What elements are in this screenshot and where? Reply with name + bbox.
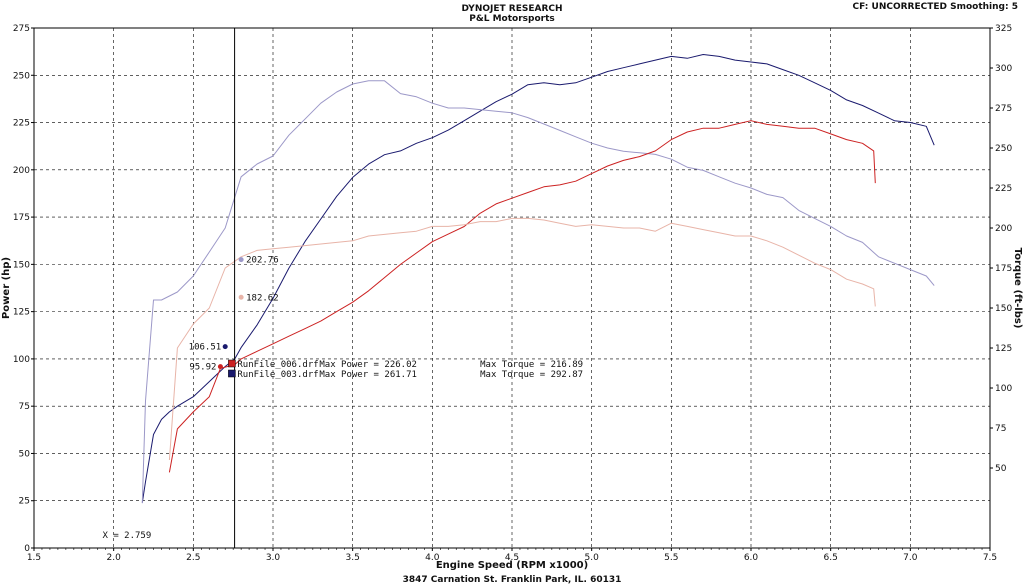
x-tick-label: 5.5	[664, 553, 678, 563]
chart-title: DYNOJET RESEARCH	[461, 4, 563, 14]
point-value-label: 182.62	[246, 293, 279, 303]
cursor-point-labels: 202.76 182.62 106.51 95.92	[189, 256, 279, 373]
point-value-label: 95.92	[189, 363, 216, 373]
y-tick-label: 275	[13, 24, 30, 34]
x-tick-label: 2.5	[186, 553, 200, 563]
y2-tick-label: 250	[995, 144, 1012, 154]
y2-tick-label: 300	[995, 64, 1012, 74]
legend-max-torque: Max Torque = 216.89	[480, 360, 583, 370]
y-tick-label: 100	[13, 355, 30, 365]
point-value-label: 202.76	[246, 256, 279, 266]
y2-tick-label: 225	[995, 184, 1012, 194]
y-tick-label: 0	[24, 544, 30, 554]
x-tick-label: 3.5	[346, 553, 360, 563]
y2-tick-label: 150	[995, 304, 1012, 314]
run006-power-line	[168, 120, 876, 473]
correction-info: CF: UNCORRECTED Smoothing: 5	[852, 2, 1018, 12]
run003-torque-line	[141, 80, 935, 504]
y-axis-ticks: 0 25 50 75 100 125 150 175 200 225 250 275	[13, 24, 34, 554]
y2-tick-label: 175	[995, 264, 1012, 274]
y2-tick-label: 50	[995, 464, 1007, 474]
x-tick-label: 4.0	[425, 553, 440, 563]
legend-file: RunFile_006.drf	[237, 360, 318, 370]
point-marker	[238, 257, 244, 263]
gridlines	[34, 28, 990, 548]
legend-swatch	[228, 369, 236, 378]
legend-max-torque: Max Torque = 292.87	[480, 370, 583, 380]
x-tick-label: 7.0	[903, 553, 918, 563]
y-tick-label: 150	[13, 260, 30, 270]
rpm-cursor-label: X = 2.759	[103, 531, 152, 541]
x-tick-label: 1.5	[27, 553, 41, 563]
x-tick-label: 6.0	[744, 553, 759, 563]
y-tick-label: 50	[19, 449, 31, 459]
y-tick-label: 125	[13, 308, 30, 318]
x-tick-label: 5.0	[585, 553, 600, 563]
y2-axis-label: Torque (ft-lbs)	[1012, 248, 1023, 329]
legend-swatch	[228, 359, 236, 368]
y2-tick-label: 325	[995, 24, 1012, 34]
legend-max-power: Max Power = 261.71	[319, 370, 417, 380]
x-axis-ticks: 1.5 2.0 2.5 3.0 3.5 4.0 4.5 5.0 5.5 6.0 6.5 7.0 7.5	[27, 548, 997, 563]
x-tick-label: 6.5	[824, 553, 838, 563]
legend: RunFile_006.drf Max Power = 226.02 Max Tor…	[228, 359, 583, 380]
y2-tick-label: 100	[995, 384, 1012, 394]
run006-torque-line	[168, 217, 876, 461]
point-marker	[217, 364, 223, 370]
y2-tick-label: 75	[995, 424, 1006, 434]
y-tick-label: 25	[19, 497, 30, 507]
point-marker	[238, 294, 244, 300]
chart-subtitle: P&L Motorsports	[469, 14, 555, 24]
series-group	[141, 54, 935, 504]
y-tick-label: 250	[13, 71, 30, 81]
y-tick-label: 75	[19, 402, 30, 412]
y-tick-label: 175	[13, 213, 30, 223]
y-tick-label: 225	[13, 119, 30, 129]
footer-address: 3847 Carnation St. Franklin Park, IL. 60…	[403, 575, 622, 585]
x-tick-label: 2.0	[107, 553, 122, 563]
y-axis-label: Power (hp)	[1, 257, 12, 319]
x-tick-label: 3.0	[266, 553, 281, 563]
y2-tick-label: 200	[995, 224, 1012, 234]
y2-tick-label: 275	[995, 104, 1012, 114]
y2-tick-label: 125	[995, 344, 1012, 354]
x-tick-label: 7.5	[983, 553, 997, 563]
x-axis-label: Engine Speed (RPM x1000)	[436, 560, 588, 571]
point-value-label: 106.51	[189, 343, 222, 353]
y2-axis-ticks: 50 75 100 125 150 175 200 225 250 275 300 325	[990, 24, 1012, 474]
legend-max-power: Max Power = 226.02	[319, 360, 417, 370]
legend-file: RunFile_003.drf	[237, 370, 318, 380]
x-tick-label: 4.5	[505, 553, 519, 563]
point-marker	[222, 344, 228, 350]
y-tick-label: 200	[13, 166, 30, 176]
